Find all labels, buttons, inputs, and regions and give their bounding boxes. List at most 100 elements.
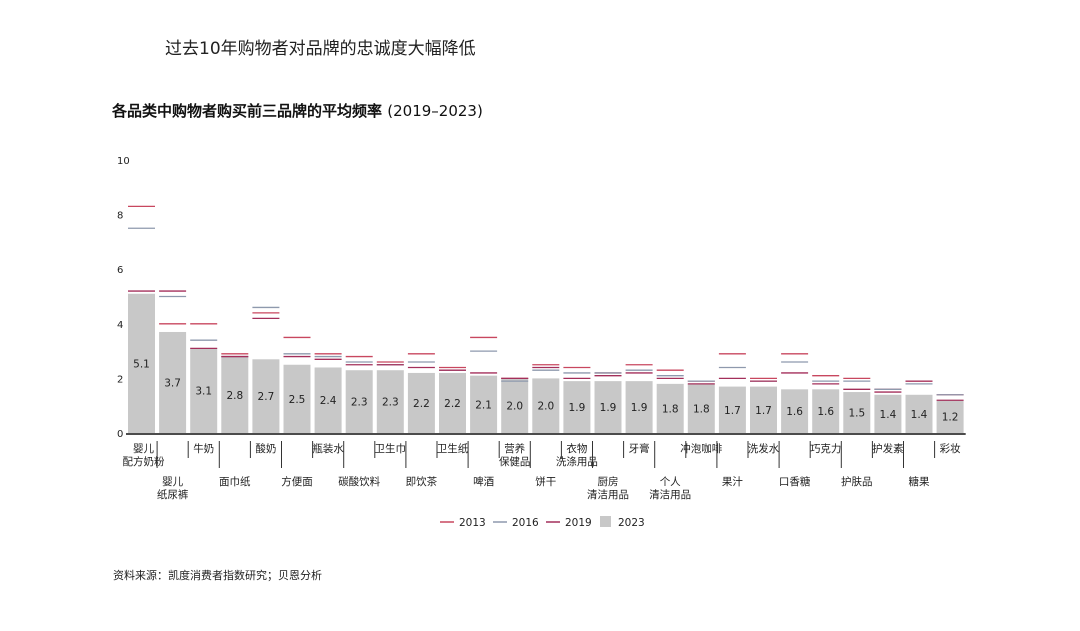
bar-2023 <box>656 383 684 433</box>
bar-2023 <box>407 372 435 433</box>
data-label: 2.2 <box>413 398 430 410</box>
bar-2023 <box>812 389 840 433</box>
data-label: 1.9 <box>600 402 617 414</box>
data-label: 2.3 <box>351 397 368 409</box>
category-label: 护发素 <box>872 442 904 455</box>
category-label: 洗涤用品 <box>556 455 598 468</box>
data-label: 2.8 <box>226 390 243 402</box>
bar-2023 <box>843 392 871 433</box>
category-label: 即饮茶 <box>406 475 438 488</box>
data-label: 2.7 <box>258 391 275 403</box>
category-label: 果汁 <box>722 475 743 488</box>
category-label: 纸尿裤 <box>157 488 189 501</box>
category-label: 厨房 <box>598 475 619 488</box>
category-label: 饼干 <box>535 475 556 488</box>
data-label: 1.4 <box>880 409 897 421</box>
category-label: 营养 <box>504 442 525 455</box>
category-label: 卫生巾 <box>375 442 407 455</box>
bar-2023 <box>190 348 218 433</box>
bar-2023 <box>563 381 591 433</box>
category-label: 保健品 <box>499 455 531 468</box>
category-label: 口香糖 <box>779 475 811 488</box>
data-label: 2.2 <box>444 398 461 410</box>
bar-2023 <box>314 367 342 433</box>
legend-label: 2016 <box>512 517 539 529</box>
category-label: 方便面 <box>281 475 313 488</box>
category-label: 牙膏 <box>629 442 650 455</box>
category-label: 碳酸饮料 <box>338 475 380 488</box>
y-tick-label: 10 <box>117 156 130 167</box>
bar-2023 <box>532 378 560 433</box>
data-label: 1.6 <box>786 406 803 418</box>
data-label: 2.0 <box>537 401 554 413</box>
bar-2023 <box>625 381 653 433</box>
y-tick-label: 6 <box>117 265 123 276</box>
category-label: 糖果 <box>909 475 930 488</box>
bar-2023 <box>750 386 777 433</box>
bar-2023 <box>376 370 404 433</box>
category-label: 巧克力 <box>810 442 842 455</box>
category-label: 冲泡咖啡 <box>680 442 722 455</box>
bar-2023 <box>905 394 933 433</box>
bar-2023 <box>594 381 622 433</box>
data-label: 2.1 <box>475 399 492 411</box>
category-label: 个人 <box>660 476 681 488</box>
y-tick-label: 4 <box>117 320 123 331</box>
bar-2023 <box>128 293 155 433</box>
legend-label: 2013 <box>459 517 486 529</box>
category-label: 衣物 <box>566 442 587 455</box>
category-label: 婴儿 <box>162 476 183 488</box>
data-label: 1.5 <box>848 408 865 420</box>
category-label: 卫生纸 <box>437 442 469 455</box>
data-label: 5.1 <box>133 358 150 370</box>
category-label: 牛奶 <box>193 442 214 455</box>
data-label: 1.9 <box>631 402 648 414</box>
bar-2023 <box>781 389 809 433</box>
bar-2023 <box>687 383 715 433</box>
data-label: 1.2 <box>942 412 959 424</box>
legend-label: 2019 <box>565 517 592 529</box>
data-label: 2.0 <box>506 401 523 413</box>
data-label: 2.5 <box>289 394 306 406</box>
source-note: 资料来源：凯度消费者指数研究；贝恩分析 <box>113 569 322 582</box>
data-label: 3.1 <box>195 386 212 398</box>
category-label: 面巾纸 <box>219 475 251 488</box>
bar-2023 <box>439 372 466 433</box>
bar-2023 <box>718 386 746 433</box>
chart-title: 各品类中购物者购买前三品牌的平均频率 (2019–2023) <box>112 100 483 121</box>
data-label: 2.3 <box>382 397 399 409</box>
page-headline: 过去10年购物者对品牌的忠诚度大幅降低 <box>165 39 476 59</box>
legend-swatch-2023 <box>600 516 611 527</box>
category-label: 洗发水 <box>748 442 780 455</box>
data-label: 2.4 <box>320 395 337 407</box>
bar-2023 <box>159 331 187 433</box>
data-label: 1.7 <box>724 405 741 417</box>
category-label: 彩妆 <box>940 442 961 455</box>
data-label: 1.4 <box>911 409 928 421</box>
bar-2023 <box>221 356 249 433</box>
data-label: 1.6 <box>817 406 834 418</box>
category-label: 清洁用品 <box>649 488 691 501</box>
category-label: 护肤品 <box>841 475 873 488</box>
y-tick-label: 0 <box>117 429 123 440</box>
category-label: 清洁用品 <box>587 488 629 501</box>
category-label: 婴儿 <box>133 443 154 455</box>
data-label: 1.7 <box>755 405 772 417</box>
data-label: 1.8 <box>662 403 679 415</box>
bar-2023 <box>345 370 373 433</box>
chart-title-text: 各品类中购物者购买前三品牌的平均频率 <box>112 102 383 120</box>
chart-period: (2019–2023) <box>387 102 483 120</box>
data-label: 1.8 <box>693 403 710 415</box>
bar-2023 <box>874 394 902 433</box>
y-tick-label: 8 <box>117 211 123 222</box>
category-label: 瓶装水 <box>312 442 344 455</box>
category-label: 啤酒 <box>473 475 494 488</box>
bar-2023 <box>283 364 311 433</box>
bar-2023 <box>936 400 964 433</box>
bar-2023 <box>470 375 498 433</box>
legend-label: 2023 <box>618 517 645 529</box>
category-label: 配方奶粉 <box>123 455 165 468</box>
bar-chart: 02468105.1婴儿配方奶粉3.7婴儿纸尿裤3.1牛奶2.8面巾纸2.7酸奶… <box>117 156 966 529</box>
bar-2023 <box>501 378 529 433</box>
data-label: 3.7 <box>164 377 181 389</box>
